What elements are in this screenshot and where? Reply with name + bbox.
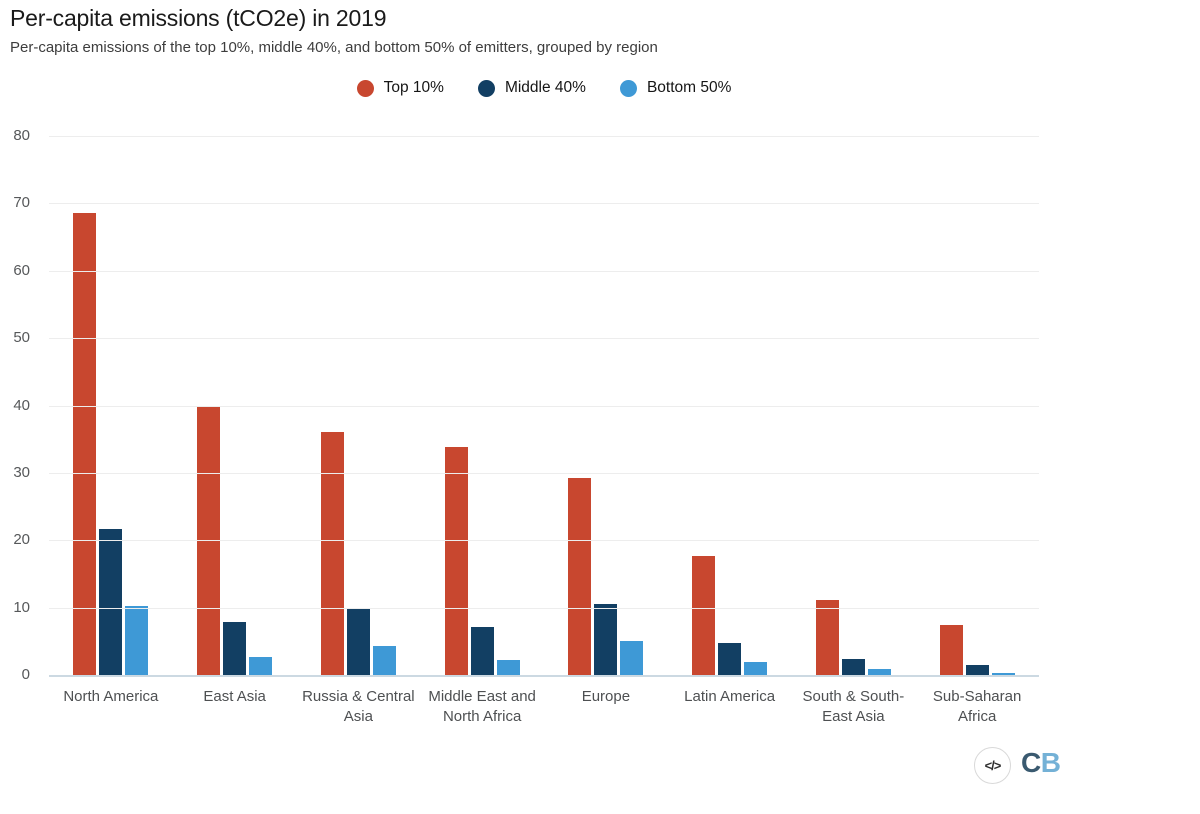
- bar-top-10-[interactable]: [815, 600, 839, 675]
- bar-group: [49, 136, 173, 675]
- legend-swatch-icon: [619, 79, 637, 97]
- legend-item-label: Middle 40%: [504, 79, 586, 96]
- bar-top-10-[interactable]: [444, 447, 468, 675]
- legend-item-top-10-[interactable]: Top 10%: [356, 79, 444, 97]
- x-axis-label: North America: [63, 688, 159, 705]
- gridline: [49, 270, 1039, 272]
- bar-bottom-50-[interactable]: [125, 606, 149, 675]
- bar-middle-40-[interactable]: [346, 609, 370, 675]
- y-axis-tick-label: 40: [13, 396, 30, 414]
- legend-item-label: Top 10%: [383, 79, 444, 96]
- gridline: [49, 338, 1039, 340]
- logo-letter-dark: C: [1021, 747, 1041, 778]
- embed-code-button[interactable]: </>: [974, 747, 1011, 784]
- x-axis-label: South & South-East Asia: [802, 688, 905, 725]
- bar-middle-40-[interactable]: [470, 626, 494, 675]
- y-axis: 0 10 20 30 40 50 60 70 80: [0, 127, 30, 683]
- page-title: Per-capita emissions (tCO2e) in 2019: [10, 5, 387, 31]
- x-axis-label: Middle East and North Africa: [428, 688, 536, 725]
- bar-bottom-50-[interactable]: [867, 668, 891, 675]
- gridline: [49, 607, 1039, 609]
- legend-swatch-icon: [356, 79, 374, 97]
- bar-middle-40-[interactable]: [965, 664, 989, 675]
- x-axis-label: Sub-Saharan Africa: [932, 688, 1022, 725]
- bar-bottom-50-[interactable]: [496, 660, 520, 675]
- legend-swatch-icon: [477, 79, 495, 97]
- gridline: [49, 405, 1039, 407]
- legend-item-bottom-50-[interactable]: Bottom 50%: [619, 79, 732, 97]
- page-subtitle: Per-capita emissions of the top 10%, mid…: [10, 39, 658, 56]
- x-axis-label: Latin America: [684, 688, 776, 705]
- legend-item-label: Bottom 50%: [646, 79, 732, 96]
- bar-group: [668, 136, 792, 675]
- gridline: [49, 540, 1039, 542]
- x-axis-label: Europe: [581, 688, 631, 705]
- bar-group: [792, 136, 916, 675]
- bar-bottom-50-[interactable]: [744, 662, 768, 675]
- y-axis-tick-label: 20: [13, 531, 30, 549]
- bar-middle-40-[interactable]: [99, 528, 123, 675]
- y-axis-tick-label: 50: [13, 329, 30, 347]
- y-axis-tick-label: 60: [13, 261, 30, 279]
- bar-middle-40-[interactable]: [223, 622, 247, 675]
- logo-letter-light: B: [1040, 747, 1061, 778]
- bar-middle-40-[interactable]: [718, 642, 742, 675]
- bar-bottom-50-[interactable]: [249, 656, 273, 675]
- bar-middle-40-[interactable]: [594, 604, 618, 675]
- bar-middle-40-[interactable]: [841, 658, 865, 675]
- y-axis-tick-label: 10: [13, 598, 30, 616]
- legend: Top 10% Middle 40% Bottom 50%: [49, 78, 1039, 98]
- bar-group: [915, 136, 1039, 675]
- carbonbrief-logo[interactable]: CB: [1021, 747, 1061, 778]
- gridline: [49, 203, 1039, 205]
- bar-bottom-50-[interactable]: [991, 673, 1015, 675]
- plot-area: [49, 136, 1039, 677]
- bar-group: [420, 136, 544, 675]
- y-axis-tick-label: 70: [13, 194, 30, 212]
- x-axis-label: East Asia: [203, 688, 266, 705]
- x-axis: North America East Asia Russia & Central A…: [49, 687, 1039, 727]
- x-axis-label: Russia & Central Asia: [302, 688, 415, 725]
- y-axis-tick-label: 80: [13, 127, 30, 144]
- bar-group: [297, 136, 421, 675]
- legend-item-middle-40-[interactable]: Middle 40%: [477, 79, 586, 97]
- y-axis-tick-label: 0: [21, 666, 30, 683]
- code-icon: </>: [984, 758, 1002, 773]
- gridline: [49, 472, 1039, 474]
- gridline: [49, 136, 1039, 137]
- bar-bottom-50-[interactable]: [372, 646, 396, 675]
- y-axis-tick-label: 30: [13, 463, 30, 481]
- bar-bottom-50-[interactable]: [620, 641, 644, 675]
- bar-top-10-[interactable]: [939, 625, 963, 675]
- bar-top-10-[interactable]: [320, 432, 344, 675]
- bar-top-10-[interactable]: [73, 212, 97, 675]
- bar-top-10-[interactable]: [692, 555, 716, 675]
- bar-group: [544, 136, 668, 675]
- bar-top-10-[interactable]: [568, 477, 592, 675]
